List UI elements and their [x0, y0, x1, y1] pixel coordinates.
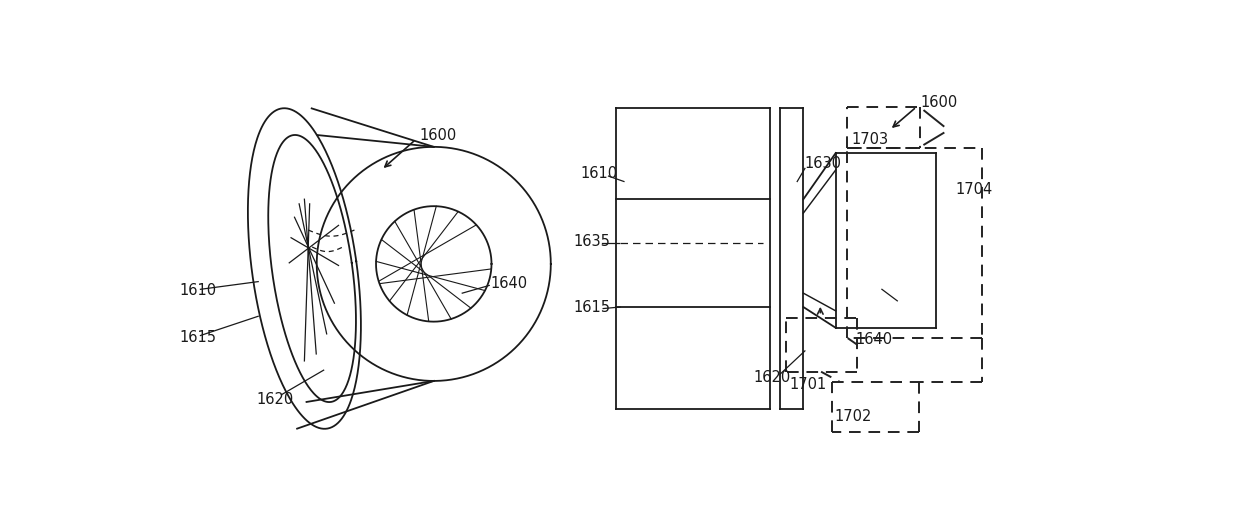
Text: 1701: 1701: [790, 377, 827, 392]
Text: 1640: 1640: [491, 276, 528, 291]
Text: 1620: 1620: [754, 370, 791, 385]
Text: 1702: 1702: [835, 409, 872, 424]
Text: 1635: 1635: [574, 234, 611, 249]
Text: 1600: 1600: [420, 128, 458, 143]
Text: 1615: 1615: [180, 330, 217, 346]
Text: 1620: 1620: [257, 392, 294, 407]
Text: 1610: 1610: [180, 283, 217, 298]
Text: 1630: 1630: [805, 156, 842, 171]
Text: 1704: 1704: [955, 182, 992, 197]
Text: 1703: 1703: [851, 132, 888, 147]
Text: 1640: 1640: [854, 332, 892, 347]
Text: 1610: 1610: [580, 166, 618, 181]
Text: 1600: 1600: [920, 95, 957, 110]
Text: 1615: 1615: [574, 299, 611, 314]
